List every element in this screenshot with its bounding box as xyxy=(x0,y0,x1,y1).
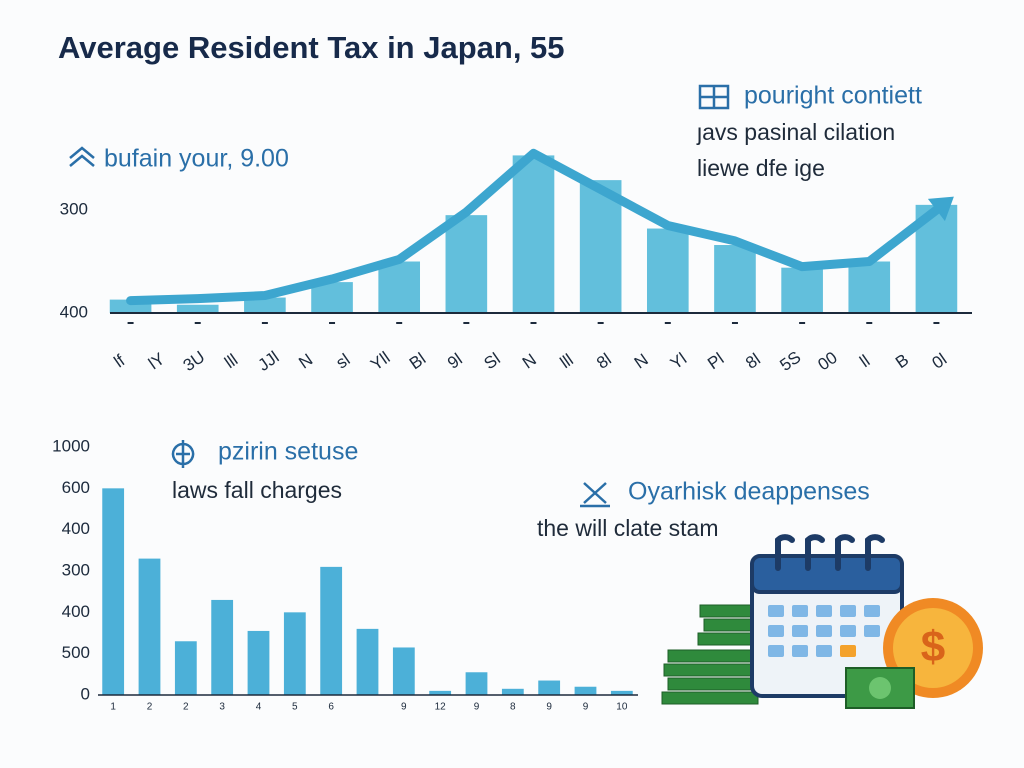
x-tick-label: 5 xyxy=(292,702,298,713)
annotation: pzirin setuse xyxy=(218,438,358,466)
annotation: bufain your, 9.00 xyxy=(104,145,289,173)
annotation: ȷavs pasinal cilation xyxy=(696,119,895,145)
y-tick-label: 300 xyxy=(60,199,88,218)
bar xyxy=(211,599,234,695)
bar xyxy=(848,261,891,313)
bar xyxy=(610,690,633,695)
y-tick-label: 600 xyxy=(62,478,90,497)
y-tick-label: 0 xyxy=(81,684,90,703)
bar xyxy=(501,688,524,695)
x-tick-label: 9 xyxy=(401,702,407,713)
icon xyxy=(69,84,730,508)
coin-symbol: $ xyxy=(921,623,945,672)
bar xyxy=(574,686,597,695)
y-tick-label: 400 xyxy=(62,602,90,621)
bar xyxy=(465,672,488,695)
x-tick-label: 2 xyxy=(183,702,189,713)
bar xyxy=(247,630,270,695)
money-illustration: $ xyxy=(661,534,983,709)
x-tick-label: 10 xyxy=(616,702,628,713)
annotation: Oyarhisk deappenses xyxy=(628,478,870,506)
bar xyxy=(392,647,415,695)
bar xyxy=(174,641,197,695)
bar xyxy=(176,304,219,313)
annotation: liewe dfe ige xyxy=(697,155,825,181)
bar xyxy=(244,297,286,313)
bar xyxy=(378,261,421,313)
bar xyxy=(538,680,561,695)
bar xyxy=(138,558,161,695)
bar xyxy=(102,488,125,695)
x-tick-label: 9 xyxy=(474,702,480,713)
x-tick-label: 4 xyxy=(256,702,262,713)
bar xyxy=(320,566,343,695)
bar xyxy=(714,245,756,313)
line-arrowhead xyxy=(927,196,954,222)
bar xyxy=(429,690,452,695)
x-tick-label: 12 xyxy=(435,702,447,713)
x-tick-label: 9 xyxy=(546,702,552,713)
bar xyxy=(781,267,823,313)
y-tick-label: 1000 xyxy=(52,436,90,455)
x-tick-label: 2 xyxy=(147,702,153,713)
bar xyxy=(311,282,353,313)
y-tick-label: 400 xyxy=(60,302,88,321)
chart-title: Average Resident Tax in Japan, 55 xyxy=(58,30,565,65)
annotation: laws fall charges xyxy=(172,477,342,503)
y-tick-label: 300 xyxy=(62,560,90,579)
line xyxy=(126,148,941,306)
y-tick-label: 500 xyxy=(62,643,90,662)
x-tick-label: 3 xyxy=(219,702,225,713)
annotation: pouright contiett xyxy=(744,82,922,110)
annotation: the will clate stam xyxy=(537,515,719,541)
x-tick-label: 6 xyxy=(328,702,334,713)
bar xyxy=(445,215,488,313)
x-tick-label: 9 xyxy=(583,702,589,713)
x-tick-label: 1 xyxy=(110,702,116,713)
bar xyxy=(512,155,555,313)
bar xyxy=(356,628,379,695)
bar xyxy=(283,612,306,695)
x-tick-label: 8 xyxy=(510,702,516,713)
bar xyxy=(646,228,689,313)
bar xyxy=(579,180,622,313)
y-tick-label: 400 xyxy=(62,519,90,538)
